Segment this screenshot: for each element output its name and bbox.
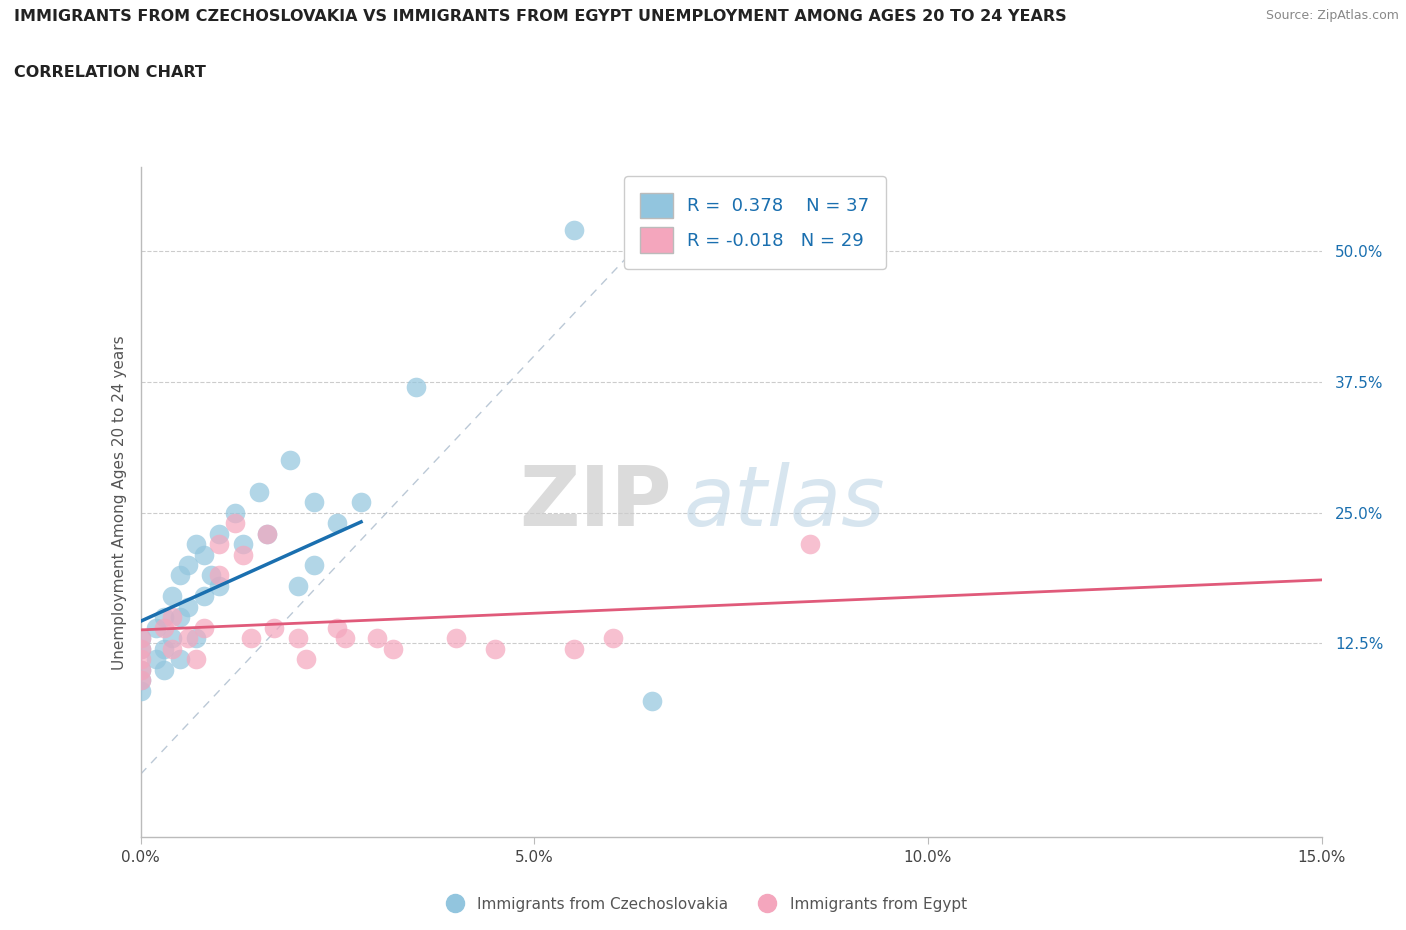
Point — [169, 568, 191, 583]
Text: ZIP: ZIP — [520, 461, 672, 543]
Point — [366, 631, 388, 645]
Point — [177, 631, 200, 645]
Point — [160, 589, 183, 604]
Point — [169, 610, 191, 625]
Point — [208, 526, 231, 541]
Point — [169, 652, 191, 667]
Point — [405, 379, 427, 394]
Point — [129, 672, 152, 687]
Point — [326, 515, 349, 530]
Point — [153, 642, 176, 657]
Point — [129, 642, 152, 657]
Point — [193, 620, 215, 635]
Point — [326, 620, 349, 635]
Point — [295, 652, 318, 667]
Point — [256, 526, 278, 541]
Point — [381, 642, 404, 657]
Point — [145, 652, 167, 667]
Point — [200, 568, 222, 583]
Point — [177, 600, 200, 615]
Point — [184, 537, 207, 551]
Point — [302, 495, 325, 510]
Point — [444, 631, 467, 645]
Point — [129, 672, 152, 687]
Point — [129, 631, 152, 645]
Point — [184, 652, 207, 667]
Text: CORRELATION CHART: CORRELATION CHART — [14, 65, 205, 80]
Point — [232, 547, 254, 562]
Point — [193, 547, 215, 562]
Point — [287, 578, 309, 593]
Point — [208, 537, 231, 551]
Y-axis label: Unemployment Among Ages 20 to 24 years: Unemployment Among Ages 20 to 24 years — [111, 335, 127, 670]
Point — [153, 610, 176, 625]
Text: atlas: atlas — [683, 461, 886, 543]
Legend: Immigrants from Czechoslovakia, Immigrants from Egypt: Immigrants from Czechoslovakia, Immigran… — [433, 891, 973, 918]
Point — [562, 642, 585, 657]
Point — [224, 505, 246, 520]
Point — [256, 526, 278, 541]
Point — [335, 631, 357, 645]
Point — [232, 537, 254, 551]
Point — [184, 631, 207, 645]
Point — [484, 642, 506, 657]
Point — [160, 631, 183, 645]
Point — [562, 222, 585, 237]
Legend: R =  0.378    N = 37, R = -0.018   N = 29: R = 0.378 N = 37, R = -0.018 N = 29 — [624, 177, 886, 269]
Point — [208, 568, 231, 583]
Point — [799, 537, 821, 551]
Point — [193, 589, 215, 604]
Point — [302, 557, 325, 572]
Point — [224, 515, 246, 530]
Point — [177, 557, 200, 572]
Point — [153, 620, 176, 635]
Point — [145, 620, 167, 635]
Point — [287, 631, 309, 645]
Text: IMMIGRANTS FROM CZECHOSLOVAKIA VS IMMIGRANTS FROM EGYPT UNEMPLOYMENT AMONG AGES : IMMIGRANTS FROM CZECHOSLOVAKIA VS IMMIGR… — [14, 9, 1067, 24]
Text: Source: ZipAtlas.com: Source: ZipAtlas.com — [1265, 9, 1399, 22]
Point — [160, 610, 183, 625]
Point — [239, 631, 262, 645]
Point — [160, 642, 183, 657]
Point — [263, 620, 285, 635]
Point — [208, 578, 231, 593]
Point — [129, 642, 152, 657]
Point — [350, 495, 373, 510]
Point — [641, 694, 664, 709]
Point — [153, 662, 176, 677]
Point — [129, 662, 152, 677]
Point — [278, 453, 301, 468]
Point — [129, 683, 152, 698]
Point — [247, 485, 270, 499]
Point — [129, 652, 152, 667]
Point — [129, 631, 152, 645]
Point — [602, 631, 624, 645]
Point — [129, 662, 152, 677]
